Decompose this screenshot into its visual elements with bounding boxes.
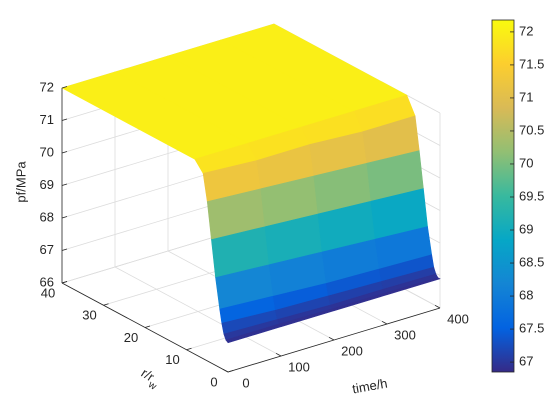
x-tick-label: 20 [124,330,138,345]
colorbar-tick-label: 70.5 [519,122,544,137]
x-tick-label: 10 [165,352,179,367]
colorbar-tick-label: 71.5 [519,56,544,71]
y-tick-label: 400 [447,311,469,326]
colorbar-tick-label: 68.5 [519,254,544,269]
z-tick [61,86,68,89]
y-tick-label: 200 [341,343,363,358]
colorbar-tick-label: 67.5 [519,321,544,336]
z-tick-label: 70 [40,144,54,159]
z-tick [61,216,68,219]
x-tick [103,303,109,306]
x-tick-label: 0 [210,374,217,389]
y-tick-label: 0 [242,375,249,390]
y-tick [222,368,229,373]
z-tick [61,118,68,121]
colorbar-tick-label: 70 [519,155,533,170]
z-tick [61,151,68,154]
x-tick-label: 40 [41,285,55,300]
surface-patch [225,323,282,344]
y-tick-label: 300 [394,327,416,342]
x-tick [186,347,192,351]
z-tick-label: 68 [40,209,54,224]
y-tick [381,320,388,325]
x-axis-label: r/rw [136,366,163,393]
grid-line [114,266,282,357]
x-tick [144,325,151,328]
z-tick-label: 66 [40,274,54,289]
y-tick [275,352,282,357]
z-tick-label: 69 [40,177,54,192]
y-tick-label: 100 [288,359,310,374]
colorbar-tick-label: 71 [519,89,533,104]
z-tick [61,281,68,284]
colorbar-tick-label: 67 [519,354,533,369]
z-tick [61,248,68,251]
colorbar-tick-label: 69 [519,221,533,236]
y-tick [328,336,335,341]
z-tick-label: 71 [40,112,54,127]
z-tick-label: 67 [40,242,54,257]
y-axis-label: time/h [351,375,388,396]
y-tick [434,304,441,309]
z-tick [61,183,68,186]
x-tick [227,370,234,373]
colorbar-tick-label: 69.5 [519,188,544,203]
z-axis-label: pf/MPa [13,161,28,203]
z-tick-label: 72 [40,79,54,94]
colorbar-tick-label: 68 [519,287,533,302]
colorbar [491,19,515,373]
colorbar-tick-label: 72 [519,23,533,38]
x-tick-label: 30 [82,308,96,323]
